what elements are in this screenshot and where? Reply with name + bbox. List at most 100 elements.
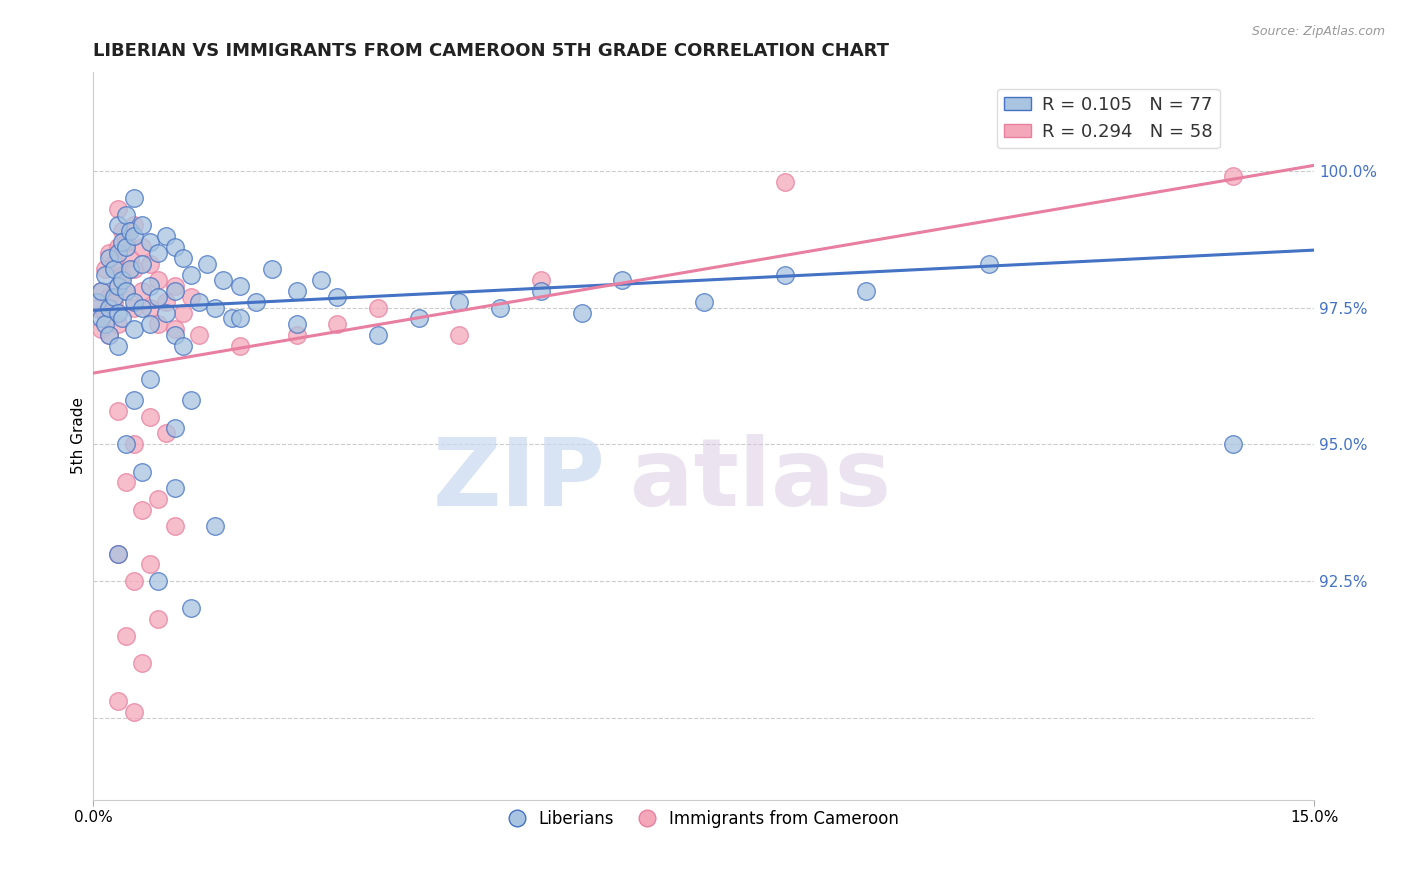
Point bbox=[90, 284, 112, 298]
Point bbox=[139, 558, 162, 572]
Point bbox=[163, 327, 186, 342]
Point bbox=[449, 295, 471, 310]
Point bbox=[530, 273, 553, 287]
Point bbox=[98, 327, 121, 342]
Point bbox=[188, 327, 211, 342]
Point bbox=[131, 257, 153, 271]
Point bbox=[107, 317, 129, 331]
Point bbox=[148, 491, 170, 506]
Point bbox=[107, 694, 129, 708]
Point bbox=[107, 404, 129, 418]
Point bbox=[449, 327, 471, 342]
Point bbox=[773, 268, 796, 282]
Point bbox=[114, 208, 136, 222]
Point bbox=[107, 278, 129, 293]
Point bbox=[114, 628, 136, 642]
Point bbox=[114, 284, 136, 298]
Point bbox=[139, 409, 162, 424]
Point bbox=[118, 224, 141, 238]
Point bbox=[612, 273, 634, 287]
Point bbox=[122, 705, 145, 719]
Point bbox=[94, 317, 117, 331]
Text: ZIP: ZIP bbox=[433, 434, 606, 525]
Point bbox=[131, 656, 153, 670]
Point bbox=[163, 240, 186, 254]
Point bbox=[139, 235, 162, 249]
Point bbox=[90, 311, 112, 326]
Point bbox=[155, 295, 177, 310]
Point bbox=[131, 284, 153, 298]
Point bbox=[1222, 169, 1244, 184]
Point bbox=[172, 252, 194, 266]
Point bbox=[90, 322, 112, 336]
Point bbox=[1222, 437, 1244, 451]
Point bbox=[228, 339, 250, 353]
Point bbox=[285, 327, 308, 342]
Point bbox=[309, 273, 332, 287]
Point bbox=[188, 295, 211, 310]
Point bbox=[122, 229, 145, 244]
Point bbox=[111, 224, 134, 238]
Point bbox=[228, 278, 250, 293]
Point bbox=[180, 268, 202, 282]
Point bbox=[103, 295, 125, 310]
Point bbox=[204, 301, 226, 315]
Point bbox=[148, 317, 170, 331]
Point bbox=[94, 262, 117, 277]
Point bbox=[163, 322, 186, 336]
Point bbox=[408, 311, 430, 326]
Point bbox=[118, 252, 141, 266]
Point bbox=[114, 475, 136, 490]
Point bbox=[118, 262, 141, 277]
Point bbox=[114, 235, 136, 249]
Point bbox=[131, 502, 153, 516]
Point bbox=[107, 339, 129, 353]
Point bbox=[122, 262, 145, 277]
Point bbox=[107, 219, 129, 233]
Point bbox=[692, 295, 714, 310]
Point bbox=[111, 268, 134, 282]
Point bbox=[180, 289, 202, 303]
Point bbox=[103, 289, 125, 303]
Point bbox=[98, 252, 121, 266]
Point bbox=[180, 601, 202, 615]
Text: LIBERIAN VS IMMIGRANTS FROM CAMEROON 5TH GRADE CORRELATION CHART: LIBERIAN VS IMMIGRANTS FROM CAMEROON 5TH… bbox=[93, 42, 889, 60]
Point bbox=[148, 574, 170, 588]
Point bbox=[114, 437, 136, 451]
Point bbox=[139, 257, 162, 271]
Point bbox=[94, 306, 117, 320]
Point bbox=[180, 393, 202, 408]
Point bbox=[155, 229, 177, 244]
Point bbox=[103, 262, 125, 277]
Point bbox=[107, 547, 129, 561]
Point bbox=[163, 284, 186, 298]
Point bbox=[148, 273, 170, 287]
Point bbox=[107, 202, 129, 216]
Point bbox=[245, 295, 267, 310]
Point bbox=[285, 284, 308, 298]
Point bbox=[571, 306, 593, 320]
Point bbox=[163, 481, 186, 495]
Point bbox=[367, 327, 389, 342]
Point bbox=[122, 301, 145, 315]
Point bbox=[98, 289, 121, 303]
Point bbox=[489, 301, 512, 315]
Point bbox=[111, 273, 134, 287]
Point bbox=[90, 284, 112, 298]
Point bbox=[139, 278, 162, 293]
Point bbox=[122, 295, 145, 310]
Point bbox=[131, 465, 153, 479]
Y-axis label: 5th Grade: 5th Grade bbox=[72, 398, 86, 475]
Point bbox=[221, 311, 243, 326]
Point bbox=[204, 519, 226, 533]
Point bbox=[114, 284, 136, 298]
Point bbox=[163, 519, 186, 533]
Point bbox=[111, 235, 134, 249]
Point bbox=[212, 273, 235, 287]
Point bbox=[773, 175, 796, 189]
Legend: Liberians, Immigrants from Cameroon: Liberians, Immigrants from Cameroon bbox=[502, 804, 905, 835]
Point bbox=[122, 574, 145, 588]
Point bbox=[155, 306, 177, 320]
Point bbox=[131, 219, 153, 233]
Point bbox=[122, 437, 145, 451]
